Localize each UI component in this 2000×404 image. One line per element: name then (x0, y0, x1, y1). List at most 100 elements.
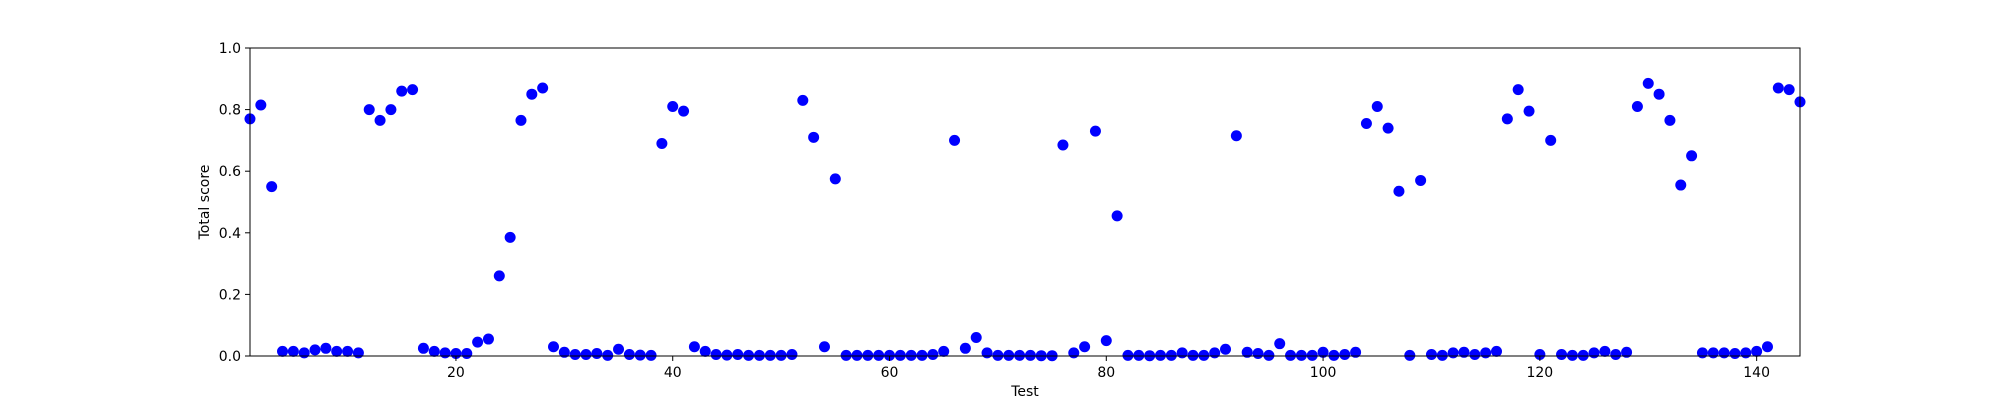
data-point (732, 348, 744, 360)
data-point (407, 84, 419, 96)
data-point (862, 349, 874, 361)
data-point (829, 173, 841, 185)
data-point (439, 347, 451, 359)
data-point (959, 342, 971, 354)
data-point (1696, 347, 1708, 359)
data-point (1230, 130, 1242, 142)
data-point (396, 85, 408, 97)
data-point (1783, 84, 1795, 96)
data-point (1545, 134, 1557, 146)
data-point (320, 342, 332, 354)
data-point (1350, 346, 1362, 358)
data-point (515, 114, 527, 126)
data-point (699, 345, 711, 357)
data-point (504, 231, 516, 243)
data-point (287, 345, 299, 357)
data-point (808, 131, 820, 143)
data-point (656, 137, 668, 149)
data-point (797, 94, 809, 106)
data-point (1436, 349, 1448, 361)
data-point (1100, 335, 1112, 347)
data-point (1664, 114, 1676, 126)
data-point (493, 270, 505, 282)
data-point (764, 349, 776, 361)
data-point (1057, 139, 1069, 151)
data-point (1415, 174, 1427, 186)
data-point (1501, 113, 1513, 125)
data-point (1220, 343, 1232, 355)
data-point (818, 341, 830, 353)
data-point (417, 342, 429, 354)
data-point (569, 348, 581, 360)
y-tick-label: 0.8 (219, 103, 241, 119)
data-point (894, 349, 906, 361)
data-point (1707, 347, 1719, 359)
data-point (981, 347, 993, 359)
data-point (1458, 346, 1470, 358)
data-points (244, 77, 1806, 362)
data-point (840, 349, 852, 361)
data-point (1165, 349, 1177, 361)
data-point (1653, 88, 1665, 100)
data-point (461, 348, 473, 360)
data-point (255, 99, 267, 111)
data-point (363, 104, 375, 116)
data-point (667, 101, 679, 113)
data-point (1761, 341, 1773, 353)
data-point (580, 348, 592, 360)
data-point (1360, 117, 1372, 129)
data-point (949, 134, 961, 146)
data-point (1263, 349, 1275, 361)
data-point (1480, 347, 1492, 359)
data-point (1534, 348, 1546, 360)
data-point (916, 349, 928, 361)
data-point (1068, 347, 1080, 359)
data-point (753, 349, 765, 361)
y-tick-label: 0.4 (219, 226, 241, 242)
y-tick-label: 0.0 (219, 349, 241, 365)
data-point (1306, 349, 1318, 361)
data-point (1122, 349, 1134, 361)
data-point (1089, 125, 1101, 137)
data-point (548, 341, 559, 353)
data-point (1187, 349, 1199, 361)
y-tick-label: 0.6 (219, 164, 241, 180)
data-point (1111, 210, 1123, 222)
data-point (1198, 349, 1210, 361)
data-point (277, 345, 289, 357)
data-point (1556, 348, 1568, 360)
data-point (472, 336, 484, 348)
data-point (710, 348, 722, 360)
data-point (873, 349, 885, 361)
data-point (1133, 349, 1145, 361)
data-point (1642, 77, 1654, 89)
data-point (1772, 82, 1784, 94)
data-point (1285, 349, 1297, 361)
data-point (688, 341, 700, 353)
data-point (331, 345, 343, 357)
data-point (938, 345, 950, 357)
data-point (1631, 101, 1643, 113)
data-point (613, 343, 625, 355)
data-point (1588, 347, 1600, 359)
data-point (558, 346, 570, 358)
data-point (1718, 347, 1730, 359)
data-point (1686, 150, 1698, 162)
data-point (1317, 346, 1329, 358)
data-point (342, 345, 354, 357)
data-point (786, 348, 798, 360)
x-axis-label: Test (1010, 384, 1039, 400)
data-point (1566, 349, 1578, 361)
data-point (526, 88, 538, 100)
x-tick-label: 40 (664, 365, 682, 381)
data-point (623, 348, 635, 360)
data-point (1295, 349, 1307, 361)
data-point (927, 348, 939, 360)
y-tick-label: 1.0 (219, 41, 241, 57)
data-point (1014, 349, 1026, 361)
data-point (1425, 348, 1437, 360)
data-point (1599, 345, 1611, 357)
data-point (1252, 348, 1264, 360)
data-point (1339, 348, 1351, 360)
